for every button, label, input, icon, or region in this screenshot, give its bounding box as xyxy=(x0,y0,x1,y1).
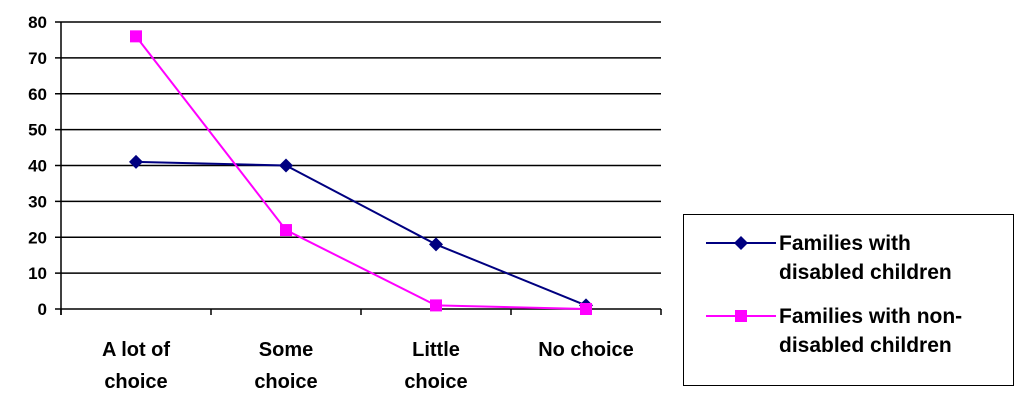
legend: Families with disabled children Families… xyxy=(683,214,1014,386)
legend-label-line: disabled children xyxy=(779,261,952,284)
y-tick-label: 80 xyxy=(28,13,47,32)
x-category-label: No choice xyxy=(538,339,634,361)
legend-key-diamond-icon xyxy=(706,236,776,250)
x-category-label: choice xyxy=(254,371,317,393)
legend-item-disabled: Families with disabled children xyxy=(684,229,1013,299)
data-point-diamond xyxy=(279,158,293,173)
data-point-square xyxy=(130,30,142,43)
x-axis-category-labels: A lot of choice Some choice Little choice No c… xyxy=(102,339,634,393)
legend-label-line: Families with non- xyxy=(779,305,963,328)
legend-item-non-disabled: Families with non- disabled children xyxy=(684,302,1013,372)
y-tick-label: 50 xyxy=(28,121,47,140)
y-tick-label: 30 xyxy=(28,192,47,211)
series-line xyxy=(135,160,587,307)
y-tick-label: 20 xyxy=(28,228,47,247)
legend-key-square-icon xyxy=(706,310,776,322)
x-category-label: choice xyxy=(104,371,167,393)
data-point-square xyxy=(430,299,442,312)
series-1 xyxy=(130,30,592,315)
y-tick-label: 60 xyxy=(28,85,47,104)
gridlines xyxy=(61,21,661,274)
y-tick-label: 10 xyxy=(28,264,47,283)
data-point-square xyxy=(580,303,592,315)
data-series xyxy=(129,30,593,315)
legend-label-non-disabled: Families with non- disabled children xyxy=(779,302,1009,360)
axes xyxy=(55,21,662,315)
y-tick-label: 40 xyxy=(28,157,47,176)
x-category-label: A lot of xyxy=(102,339,170,361)
y-tick-label: 70 xyxy=(28,49,47,68)
series-0 xyxy=(129,154,593,313)
series-line xyxy=(135,35,587,310)
x-category-label: Some xyxy=(259,339,313,361)
x-category-label: choice xyxy=(404,371,467,393)
data-point-diamond xyxy=(129,154,143,169)
y-tick-label: 0 xyxy=(38,300,47,319)
legend-label-line: disabled children xyxy=(779,334,952,357)
y-axis-tick-labels: 0 10 20 30 40 50 60 70 80 xyxy=(28,13,47,319)
data-point-diamond xyxy=(429,237,443,252)
x-category-label: Little xyxy=(412,339,460,361)
legend-label-line: Families with xyxy=(779,232,911,255)
legend-label-disabled: Families with disabled children xyxy=(779,229,1009,287)
data-point-square xyxy=(280,224,292,237)
